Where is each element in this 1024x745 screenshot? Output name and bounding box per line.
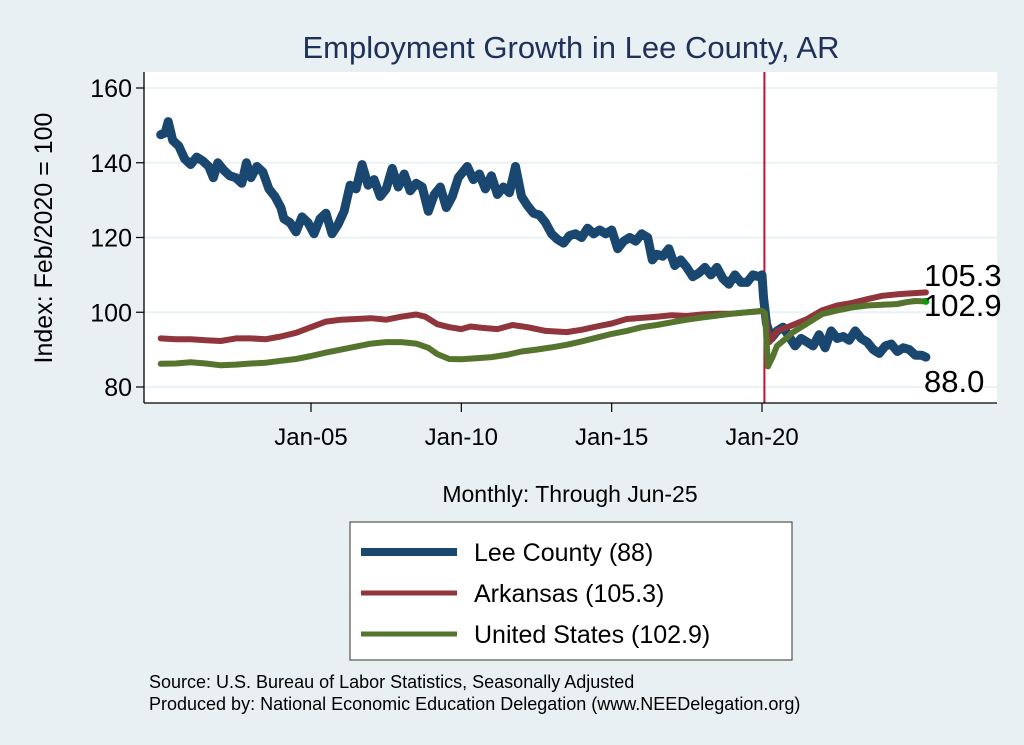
x-tick-label-Jan-20: Jan-20	[725, 424, 798, 451]
legend: Lee County (88) Arkansas (105.3) United …	[349, 521, 793, 661]
source-note: Source: U.S. Bureau of Labor Statistics,…	[149, 672, 634, 692]
y-tick-label-80: 80	[104, 374, 132, 402]
x-tick-label-Jan-10: Jan-10	[425, 424, 498, 451]
produced-by-note: Produced by: National Economic Education…	[149, 694, 800, 714]
y-tick-label-120: 120	[90, 225, 132, 253]
series-line-arkansas	[157, 289, 929, 346]
x-ticks: Jan-05 Jan-10 Jan-15 Jan-20	[274, 403, 799, 451]
y-axis-title: Index: Feb/2020 = 100	[30, 113, 58, 364]
series-group	[156, 117, 931, 370]
legend-box	[349, 521, 793, 661]
y-tick-label-100: 100	[90, 299, 132, 327]
y-tick-label-140: 140	[90, 150, 132, 178]
end-label-lee-county: 88.0	[924, 364, 984, 399]
x-axis-title: Monthly: Through Jun-25	[442, 481, 697, 507]
chart-title: Employment Growth in Lee County, AR	[302, 30, 839, 65]
x-tick-label-Jan-15: Jan-15	[575, 424, 648, 451]
y-ticks: 80 100 120 140 160	[90, 75, 144, 402]
end-label-arkansas: 105.3	[924, 258, 1002, 293]
series-line-united-states	[157, 298, 929, 370]
end-label-united-states: 102.9	[924, 288, 1002, 323]
legend-label-arkansas: Arkansas (105.3)	[474, 580, 664, 608]
legend-label-united-states: United States (102.9)	[474, 621, 710, 649]
series-line-lee-county	[156, 117, 931, 362]
legend-label-lee-county: Lee County (88)	[474, 539, 653, 567]
y-tick-label-160: 160	[90, 75, 132, 103]
series-end-marker-united-states	[922, 297, 930, 305]
x-tick-label-Jan-05: Jan-05	[274, 424, 347, 451]
